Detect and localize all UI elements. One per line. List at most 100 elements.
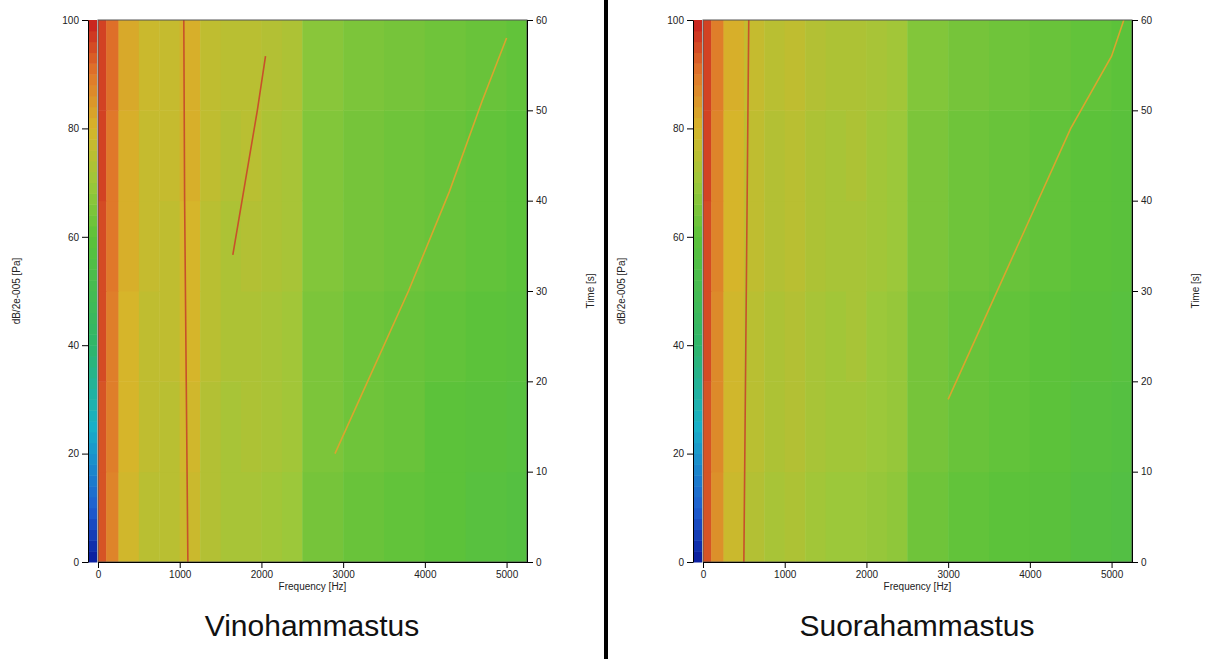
x-axis-tick: 1000 [169, 562, 192, 580]
colorbar-axis-tick: 0 [73, 557, 88, 568]
heatmap-cell [106, 201, 119, 292]
heatmap-cell [785, 291, 806, 382]
colorbar-step [693, 248, 702, 259]
y-axis-tick: 40 [527, 195, 548, 206]
colorbar-step [88, 53, 97, 64]
colorbar-step [88, 269, 97, 280]
colorbar-step [88, 443, 97, 454]
heatmap-cell [139, 20, 160, 111]
heatmap-cell [139, 110, 160, 201]
heatmap-cell [282, 472, 303, 562]
heatmap-cell [384, 472, 425, 562]
x-axis-tick-mark [425, 562, 426, 568]
heatmap-cell [887, 20, 908, 111]
heatmap-cell [343, 291, 384, 382]
heatmap-cell [948, 110, 989, 201]
x-axis-tick-mark [703, 562, 704, 568]
x-axis-tick-mark [180, 562, 181, 568]
heatmap-cell [384, 110, 425, 201]
heatmap-cell [1030, 201, 1071, 292]
colorbar-step [88, 215, 97, 226]
heatmap-cell [1030, 472, 1071, 562]
heatmap-cell [785, 472, 806, 562]
heatmap-cell [805, 201, 826, 292]
colorbar-step [693, 128, 702, 139]
heatmap-cell [907, 381, 948, 472]
heatmap-cell [302, 110, 343, 201]
y-axis-tick-mark [1132, 562, 1138, 563]
heatmap-cell [180, 20, 201, 111]
heatmap-cell [221, 20, 242, 111]
heatmap-cell [703, 472, 712, 562]
heatmap-cell [261, 472, 282, 562]
colorbar-step [88, 150, 97, 161]
heatmap-cell [846, 20, 867, 111]
heatmap-cell [866, 381, 887, 472]
heatmap-cell [711, 472, 724, 562]
colorbar-step [88, 63, 97, 74]
heatmap-cell [466, 472, 507, 562]
colorbar-step [88, 378, 97, 389]
heatmap-cell [846, 201, 867, 292]
colorbar-step [88, 475, 97, 486]
colorbar-title: dB/2e-005 [Pa] [11, 257, 22, 324]
heatmap-cell [989, 110, 1030, 201]
y-axis-tick-mark [1132, 110, 1138, 111]
colorbar-step [693, 183, 702, 194]
y-axis-title: Time [s] [585, 273, 596, 308]
x-axis-tick-label: 1000 [774, 569, 797, 580]
heatmap-cell [1112, 381, 1132, 472]
heatmap-cell [907, 20, 948, 111]
colorbar-step [693, 443, 702, 454]
x-axis-tick-label: 4000 [1019, 569, 1042, 580]
colorbar-step [88, 454, 97, 465]
heatmap-cell [711, 201, 724, 292]
heatmap-cell [805, 20, 826, 111]
heatmap-cell [118, 381, 139, 472]
x-axis-tick: 2000 [856, 562, 879, 580]
heatmap-cell [989, 20, 1030, 111]
heatmap-cell [282, 20, 303, 111]
colorbar-step [693, 280, 702, 291]
y-axis-tick: 0 [527, 557, 542, 568]
y-axis-tick-label: 50 [536, 105, 548, 116]
heatmap-cell [805, 291, 826, 382]
colorbar-step [88, 172, 97, 183]
y-axis-tick-label: 0 [1141, 557, 1147, 568]
colorbar-axis-tick-label: 60 [673, 232, 685, 243]
heatmap-cell [744, 291, 765, 382]
heatmap-cell [343, 110, 384, 201]
heatmap-cell [180, 201, 201, 292]
y-axis-tick-label: 30 [1141, 286, 1153, 297]
heatmap-cell [723, 20, 744, 111]
panel-title: Vinohammastus [205, 609, 420, 642]
heatmap-cell [846, 472, 867, 562]
colorbar-step [693, 302, 702, 313]
plot-area [703, 20, 1132, 562]
heatmap-cell [200, 291, 221, 382]
colorbar-step [88, 421, 97, 432]
y-axis-tick-mark [1132, 201, 1138, 202]
colorbar-step [88, 96, 97, 107]
heatmap-cell [466, 291, 507, 382]
colorbar-step [88, 508, 97, 519]
heatmap-cell [302, 381, 343, 472]
heatmap-cell [261, 381, 282, 472]
heatmap-cell [744, 381, 765, 472]
colorbar-step [693, 345, 702, 356]
x-axis-tick-label: 0 [701, 569, 707, 580]
heatmap-cell [711, 381, 724, 472]
heatmap-cell [343, 381, 384, 472]
x-axis-tick: 5000 [496, 562, 519, 580]
x-axis-tick: 4000 [1019, 562, 1042, 580]
heatmap-cell [866, 291, 887, 382]
colorbar-axis-tick-label: 80 [68, 123, 80, 134]
order-line [335, 38, 507, 454]
colorbar-step [88, 204, 97, 215]
y-axis-tick-label: 40 [1141, 195, 1153, 206]
colorbar [693, 20, 702, 563]
heatmap-cell [384, 201, 425, 292]
heatmap-cell [948, 20, 989, 111]
heatmap-cell [118, 291, 139, 382]
heatmap-cell [764, 110, 785, 201]
